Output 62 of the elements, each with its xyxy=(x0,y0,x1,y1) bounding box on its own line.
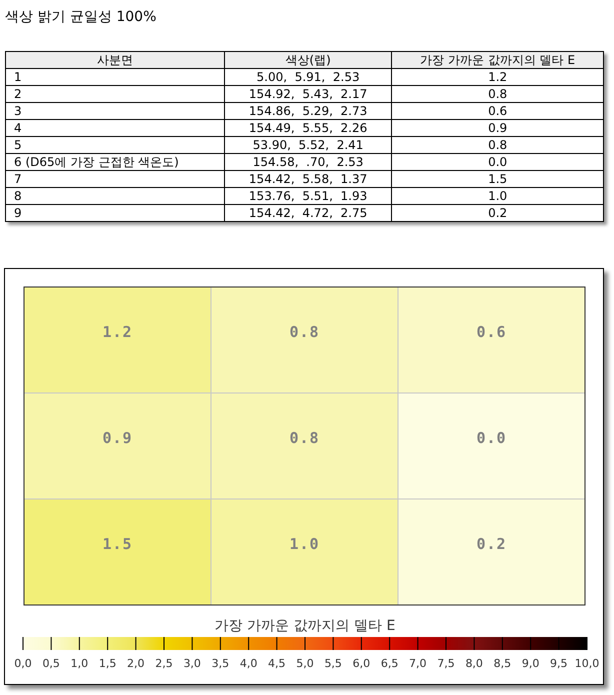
colorbar-tick: 5,0 xyxy=(296,657,314,670)
colorbar-tick: 9,0 xyxy=(522,657,540,670)
colorbar-tick: 7,0 xyxy=(409,657,427,670)
cell-label: 0.6 xyxy=(476,323,507,341)
table-cell: 0.8 xyxy=(392,136,604,154)
colorbar-tick: 3,0 xyxy=(183,657,201,670)
table-cell: 7 xyxy=(6,170,224,188)
table-cell: 2 xyxy=(6,86,224,102)
colorbar-tick: 9,5 xyxy=(550,657,568,670)
table-header: 사분면 xyxy=(6,52,224,68)
table-cell: 8 xyxy=(6,188,224,204)
table-cell: 3 xyxy=(6,102,224,120)
table-cell: 0.6 xyxy=(392,102,604,120)
colorbar-tick: 8,0 xyxy=(465,657,483,670)
colorbar-tick: 8,5 xyxy=(494,657,512,670)
colorbar-tick: 0,5 xyxy=(42,657,60,670)
clabel: 가장 가까운 값까지의 델타 E xyxy=(214,618,396,634)
table-cell: 53.90, 5.52, 2.41 xyxy=(224,136,392,154)
cell-label: 0.9 xyxy=(102,429,133,447)
colorbar-tick: 1,5 xyxy=(98,657,116,670)
cell-label: 0.8 xyxy=(289,429,320,447)
table-cell: 9 xyxy=(6,204,224,222)
table-cell: 0.8 xyxy=(392,86,604,102)
colorbar-tick: 1,0 xyxy=(70,657,88,670)
table-cell: 1.0 xyxy=(392,188,604,204)
colorbar-tick: 4,0 xyxy=(240,657,258,670)
cell-label: 0.2 xyxy=(476,535,507,553)
table-cell: 154.49, 5.55, 2.26 xyxy=(224,120,392,136)
table-cell: 154.58, .70, 2.53 xyxy=(224,154,392,170)
table-header: 가장 가까운 값까지의 델타 E xyxy=(392,52,604,68)
colorbar-tick: 10,0 xyxy=(574,657,600,670)
table-cell: 154.42, 5.58, 1.37 xyxy=(224,170,392,188)
colorbar-tick: 3,5 xyxy=(212,657,230,670)
table-cell: 0.9 xyxy=(392,120,604,136)
table-cell: 0.2 xyxy=(392,204,604,222)
table-cell: 6 (D65에 가장 근접한 색온도) xyxy=(6,154,224,170)
table-cell: 154.92, 5.43, 2.17 xyxy=(224,86,392,102)
colorbar-tick: 5,5 xyxy=(324,657,342,670)
cell-label: 1.0 xyxy=(289,535,320,553)
table-cell: 153.76, 5.51, 1.93 xyxy=(224,188,392,204)
colorbar-tick: 6,0 xyxy=(352,657,370,670)
cell-label: 1.5 xyxy=(102,535,133,553)
colorbar-tick: 0,0 xyxy=(14,657,32,670)
cell-label: 0.0 xyxy=(476,429,507,447)
table-cell: 5 xyxy=(6,136,224,154)
table-cell: 1 xyxy=(6,68,224,86)
cell-label: 0.8 xyxy=(289,323,320,341)
table-cell: 5.00, 5.91, 2.53 xyxy=(224,68,392,86)
table-cell: 154.42, 4.72, 2.75 xyxy=(224,204,392,222)
table-cell: 4 xyxy=(6,120,224,136)
colorbar-tick: 6,5 xyxy=(380,657,398,670)
colorbar-tick: 4,5 xyxy=(268,657,286,670)
table-cell: 1.5 xyxy=(392,170,604,188)
colorbar-tick: 2,5 xyxy=(155,657,173,670)
table-header: 색상(랩) xyxy=(224,52,392,68)
table-cell: 154.86, 5.29, 2.73 xyxy=(224,102,392,120)
title: 색상 밝기 균일성 100% xyxy=(5,8,156,26)
table-cell: 1.2 xyxy=(392,68,604,86)
colorbar-tick: 2,0 xyxy=(127,657,145,670)
table-cell: 0.0 xyxy=(392,154,604,170)
cell-label: 1.2 xyxy=(102,323,133,341)
colorbar-tick: 7,5 xyxy=(437,657,455,670)
